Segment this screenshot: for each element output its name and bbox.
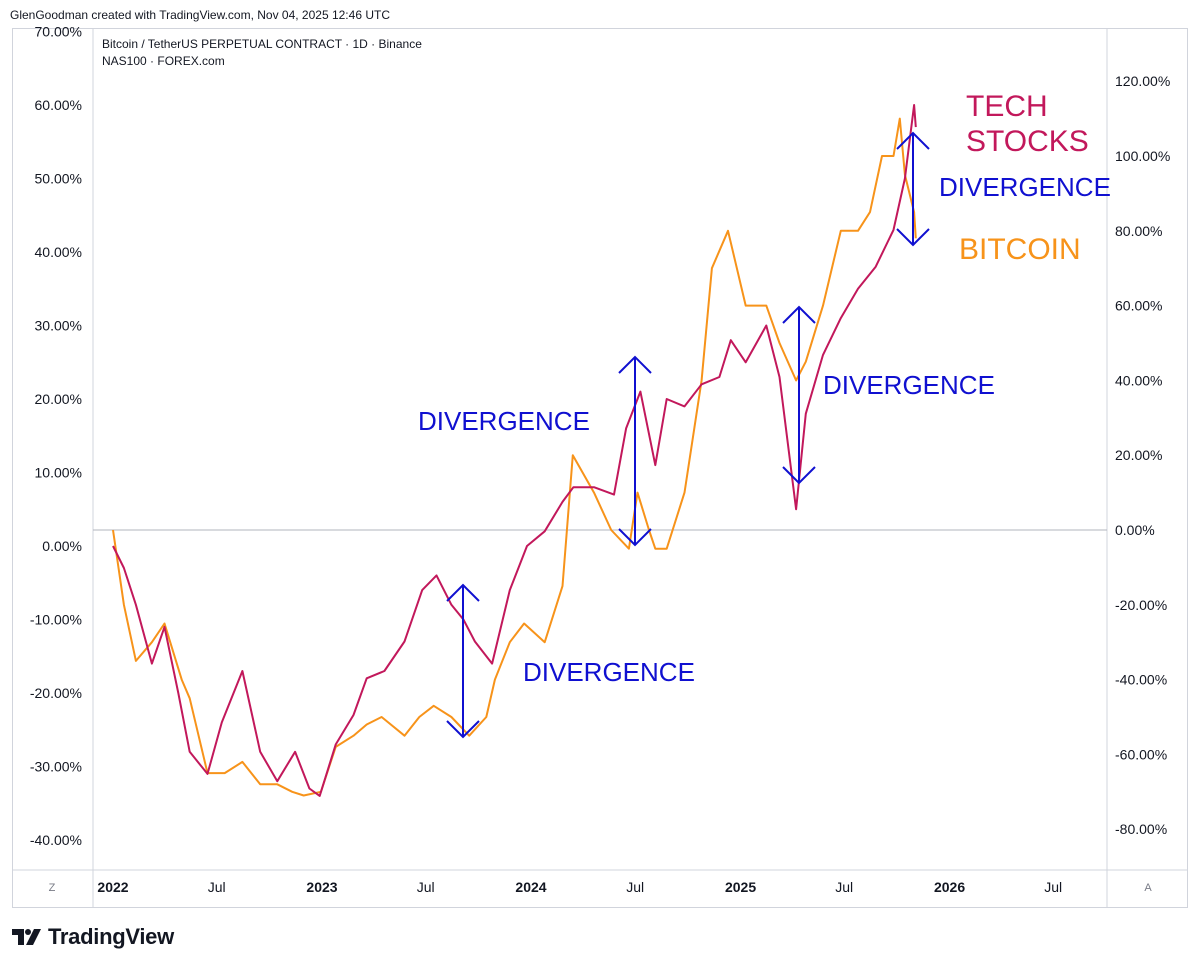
divergence-arrow-1-head-up [446, 583, 480, 602]
x-axis-tick: Jul [417, 879, 435, 895]
right-axis-tick: 20.00% [1115, 447, 1162, 463]
log-scale-button[interactable] [41, 876, 63, 898]
legend-bitcoin: Bitcoin / TetherUS PERPETUAL CONTRACT · … [102, 37, 422, 51]
x-axis-tick: Jul [835, 879, 853, 895]
tradingview-logo: TradingView [12, 924, 174, 950]
left-axis-tick: 50.00% [35, 171, 82, 187]
right-axis-tick: 60.00% [1115, 298, 1162, 314]
tradingview-logo-icon [12, 929, 41, 945]
divergence-arrow-4-head-up [896, 131, 930, 150]
left-axis-tick: -10.00% [30, 612, 82, 628]
left-axis-tick: 60.00% [35, 97, 82, 113]
right-axis-tick: -60.00% [1115, 746, 1167, 762]
auto-scale-button[interactable] [1137, 876, 1159, 898]
x-axis-tick: Jul [626, 879, 644, 895]
auto-scale-label: A [1144, 882, 1152, 894]
chart-credit: GlenGoodman created with TradingView.com… [10, 8, 390, 22]
x-axis-tick: 2025 [725, 879, 756, 895]
x-axis-tick: Jul [1044, 879, 1062, 895]
right-axis-tick: -20.00% [1115, 597, 1167, 613]
tech-stocks-label: STOCKS [966, 125, 1089, 158]
divergence-arrow-2-head-up [618, 355, 652, 374]
left-axis-tick: 40.00% [35, 244, 82, 260]
divergence-arrow-1-head-down [446, 720, 480, 739]
left-axis-tick: -30.00% [30, 759, 82, 775]
x-axis-tick: Jul [208, 879, 226, 895]
log-scale-label: Z [49, 882, 56, 894]
divergence-label-1: DIVERGENCE [418, 406, 590, 436]
right-axis-tick: 100.00% [1115, 148, 1170, 164]
tech-stocks-label: TECH [966, 90, 1048, 123]
divergence-label-3: DIVERGENCE [823, 370, 995, 400]
left-axis-tick: 0.00% [42, 538, 82, 554]
right-axis-tick: 40.00% [1115, 372, 1162, 388]
right-axis-tick: -40.00% [1115, 672, 1167, 688]
x-axis-tick: 2026 [934, 879, 965, 895]
legend-nas100: NAS100 · FOREX.com [102, 54, 225, 68]
right-axis-tick: -80.00% [1115, 821, 1167, 837]
left-axis-tick: -40.00% [30, 832, 82, 848]
chart-frame [12, 28, 1188, 908]
divergence-arrow-3-head-up [782, 305, 816, 324]
nas100-line [112, 104, 917, 797]
divergence-label-2: DIVERGENCE [523, 657, 695, 687]
divergence-label-4: DIVERGENCE [939, 172, 1111, 202]
x-axis-tick: 2022 [97, 879, 128, 895]
bitcoin-label: BITCOIN [959, 233, 1081, 266]
bitcoin-line [112, 117, 917, 797]
x-axis-tick: 2023 [306, 879, 337, 895]
tradingview-brand: TradingView [48, 924, 174, 949]
right-axis-tick: 0.00% [1115, 522, 1155, 538]
left-axis-tick: 70.00% [35, 24, 82, 40]
right-axis-tick: 120.00% [1115, 73, 1170, 89]
divergence-arrow-3-head-down [782, 466, 816, 485]
divergence-arrow-4-head-down [896, 228, 930, 247]
x-axis-tick: 2024 [515, 879, 546, 895]
left-axis-tick: 10.00% [35, 465, 82, 481]
right-axis-tick: 80.00% [1115, 223, 1162, 239]
left-axis-tick: 20.00% [35, 391, 82, 407]
left-axis-tick: 30.00% [35, 318, 82, 334]
divergence-arrow-2-head-down [618, 528, 652, 547]
left-axis-tick: -20.00% [30, 685, 82, 701]
